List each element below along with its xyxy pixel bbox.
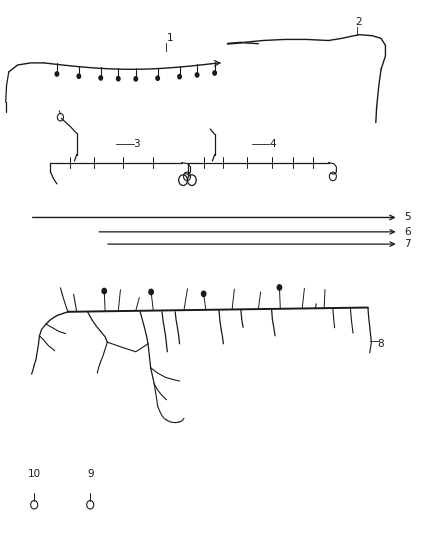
Circle shape bbox=[156, 76, 159, 80]
Circle shape bbox=[201, 291, 206, 296]
Text: 4: 4 bbox=[269, 139, 276, 149]
Text: 3: 3 bbox=[134, 139, 140, 149]
Text: 9: 9 bbox=[88, 469, 94, 479]
Circle shape bbox=[102, 288, 106, 294]
Circle shape bbox=[149, 289, 153, 295]
Text: 7: 7 bbox=[404, 239, 410, 249]
Circle shape bbox=[55, 72, 59, 76]
Circle shape bbox=[77, 74, 81, 78]
Circle shape bbox=[134, 77, 138, 81]
Circle shape bbox=[117, 77, 120, 81]
Text: 8: 8 bbox=[378, 339, 384, 349]
Circle shape bbox=[178, 75, 181, 79]
Text: 10: 10 bbox=[28, 469, 41, 479]
Text: 5: 5 bbox=[404, 213, 410, 222]
Circle shape bbox=[213, 71, 216, 75]
Text: 1: 1 bbox=[166, 33, 173, 43]
Circle shape bbox=[99, 76, 102, 80]
Circle shape bbox=[195, 73, 199, 77]
Text: 6: 6 bbox=[404, 227, 410, 237]
Circle shape bbox=[277, 285, 282, 290]
Text: 2: 2 bbox=[355, 17, 361, 27]
